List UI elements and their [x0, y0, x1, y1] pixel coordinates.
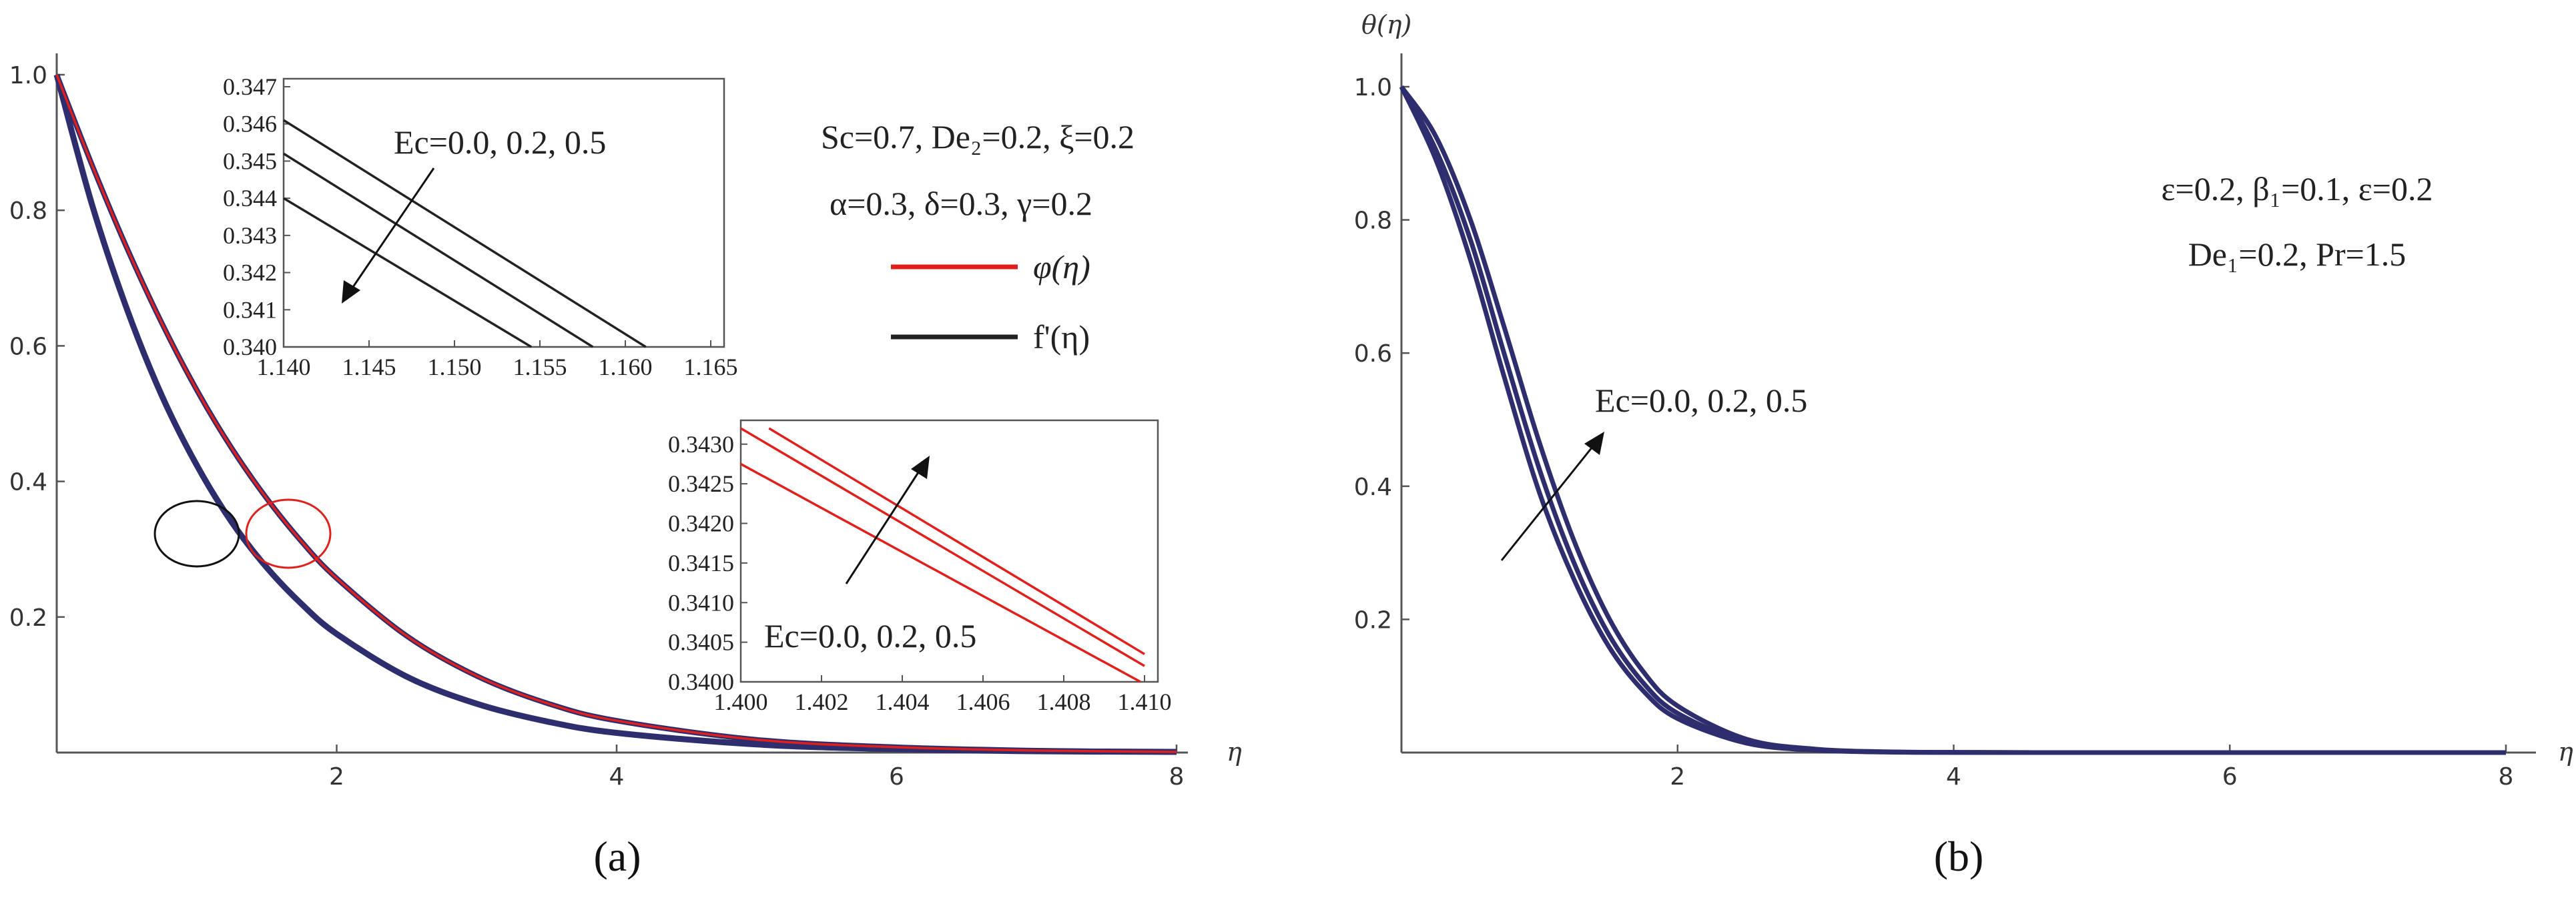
panel-b-params-line1: ε=0.2, β₁=0.1, ε=0.2: [2162, 170, 2433, 207]
series-theta-line-2: [1399, 85, 2506, 755]
x-tick-label: 8: [1169, 763, 1185, 791]
x-tick-label: 4: [609, 763, 625, 791]
inset-x-tick-label: 1.408: [1037, 689, 1091, 715]
inset-series-line: [283, 152, 594, 348]
inset-y-tick-label: 0.3410: [668, 589, 734, 616]
inset-y-tick-label: 0.3420: [668, 510, 734, 537]
inset-top-frame: [282, 77, 725, 348]
inset-series-line: [768, 427, 1145, 655]
x-tick-label: 2: [329, 763, 344, 791]
phi-group-marker: [245, 498, 332, 569]
x-tick-label: 8: [2499, 763, 2514, 791]
x-tick-label: 2: [1670, 763, 1685, 791]
inset-top: 1.140 1.145 1.150 1.155 1.160 1.165 0.3400.34…: [223, 73, 738, 380]
panel-a-x-ticks: 2 4 6 8: [329, 745, 1184, 791]
inset-y-tick-label: 0.3400: [668, 668, 734, 695]
inset-x-tick-label: 1.402: [795, 689, 849, 715]
inset-series-line: [740, 462, 1141, 683]
inset-y-tick-label: 0.344: [223, 185, 277, 211]
panel-b-y-label: θ(η): [1361, 10, 1411, 39]
inset-top-lines: [283, 119, 647, 348]
x-tick-label: 4: [1946, 763, 1961, 791]
legend-phi-label: φ(η): [1033, 248, 1090, 286]
inset-series-line: [283, 119, 647, 348]
panel-b: 2 4 6 8 0.2 0.4 0.6 0.8 1.0 θ(η) η ε=0.2, β₁=0.…: [1354, 10, 2573, 880]
panel-a-x-label: η: [1227, 737, 1242, 767]
x-tick-label: 6: [889, 763, 904, 791]
inset-y-tick-label: 0.345: [223, 147, 277, 174]
y-tick-label: 0.6: [9, 333, 47, 360]
inset-x-tick-label: 1.406: [956, 689, 1010, 715]
panel-b-series: [1399, 85, 2506, 755]
inset-bottom-arrow: [845, 456, 930, 584]
inset-x-tick-label: 1.150: [428, 354, 482, 380]
y-tick-label: 0.2: [1354, 606, 1392, 634]
panel-b-label: (b): [1934, 833, 1984, 880]
inset-x-tick-label: 1.400: [714, 689, 768, 715]
panel-b-params-line2: De₁=0.2, Pr=1.5: [2188, 236, 2406, 273]
panel-b-annotation: Ec=0.0, 0.2, 0.5: [1595, 382, 1807, 419]
inset-y-tick-label: 0.341: [223, 296, 277, 323]
inset-y-tick-label: 0.3425: [668, 470, 734, 497]
inset-bottom-x-ticks: 1.400 1.402 1.404 1.406 1.408 1.410: [714, 675, 1172, 715]
inset-x-tick-label: 1.155: [513, 354, 567, 380]
inset-x-tick-label: 1.145: [342, 354, 396, 380]
panel-b-axes: [1400, 53, 2536, 754]
y-tick-label: 0.4: [9, 469, 47, 496]
series-phi-line: [55, 74, 1177, 753]
y-tick-label: 0.2: [9, 604, 47, 632]
panel-a-label: (a): [593, 833, 641, 880]
inset-y-tick-label: 0.346: [223, 111, 277, 137]
panel-a: 2 4 6 8 0.2 0.4 0.6 0.8 1.0 η Sc=0.7, De₂=0.2, …: [9, 53, 1242, 880]
y-tick-label: 0.6: [1354, 340, 1392, 368]
inset-y-tick-label: 0.347: [223, 73, 277, 100]
x-tick-label: 6: [2222, 763, 2238, 791]
inset-y-tick-label: 0.343: [223, 222, 277, 249]
inset-bottom-lines: [740, 427, 1145, 683]
inset-y-tick-label: 0.340: [223, 334, 277, 360]
y-tick-label: 0.8: [9, 197, 47, 225]
panel-b-arrow: [1500, 432, 1604, 561]
inset-x-tick-label: 1.165: [684, 354, 738, 380]
panel-a-series: [53, 73, 1177, 755]
inset-bottom: 1.400 1.402 1.404 1.406 1.408 1.410 0.34000.3…: [668, 419, 1172, 715]
y-tick-label: 1.0: [1354, 74, 1392, 101]
inset-series-line: [740, 427, 1145, 667]
inset-top-y-ticks: 0.340 0.341 0.342 0.343 0.344 0.345 0.346 0.347: [223, 73, 290, 360]
panel-a-params-line1: Sc=0.7, De₂=0.2, ξ=0.2: [821, 118, 1135, 155]
y-tick-label: 1.0: [9, 62, 47, 89]
inset-x-tick-label: 1.160: [599, 354, 653, 380]
inset-y-tick-label: 0.3415: [668, 550, 734, 576]
inset-y-tick-label: 0.342: [223, 260, 277, 286]
fprime-group-marker: [153, 500, 240, 568]
inset-x-tick-label: 1.140: [257, 354, 311, 380]
inset-top-arrow: [342, 167, 435, 304]
inset-series-line: [283, 197, 533, 348]
inset-bottom-annotation: Ec=0.0, 0.2, 0.5: [764, 617, 976, 654]
inset-y-tick-label: 0.3405: [668, 629, 734, 656]
panel-b-y-ticks: 0.2 0.4 0.6 0.8 1.0: [1354, 74, 1409, 634]
panel-a-params-line2: α=0.3, δ=0.3, γ=0.2: [830, 185, 1092, 222]
legend-fprime-label: f'(η): [1033, 318, 1090, 356]
panel-a-y-ticks: 0.2 0.4 0.6 0.8 1.0: [9, 62, 65, 632]
inset-bottom-y-ticks: 0.3400 0.3405 0.3410 0.3415 0.3420 0.3425 0.34…: [668, 431, 747, 695]
y-tick-label: 0.8: [1354, 207, 1392, 235]
panel-b-x-label: η: [2558, 737, 2573, 767]
legend: φ(η) f'(η): [891, 248, 1090, 356]
inset-x-tick-label: 1.410: [1118, 689, 1172, 715]
inset-x-tick-label: 1.404: [876, 689, 930, 715]
inset-y-tick-label: 0.3430: [668, 431, 734, 458]
inset-top-annotation: Ec=0.0, 0.2, 0.5: [394, 123, 606, 161]
y-tick-label: 0.4: [1354, 474, 1392, 501]
inset-top-x-ticks: 1.140 1.145 1.150 1.155 1.160 1.165: [257, 340, 738, 380]
